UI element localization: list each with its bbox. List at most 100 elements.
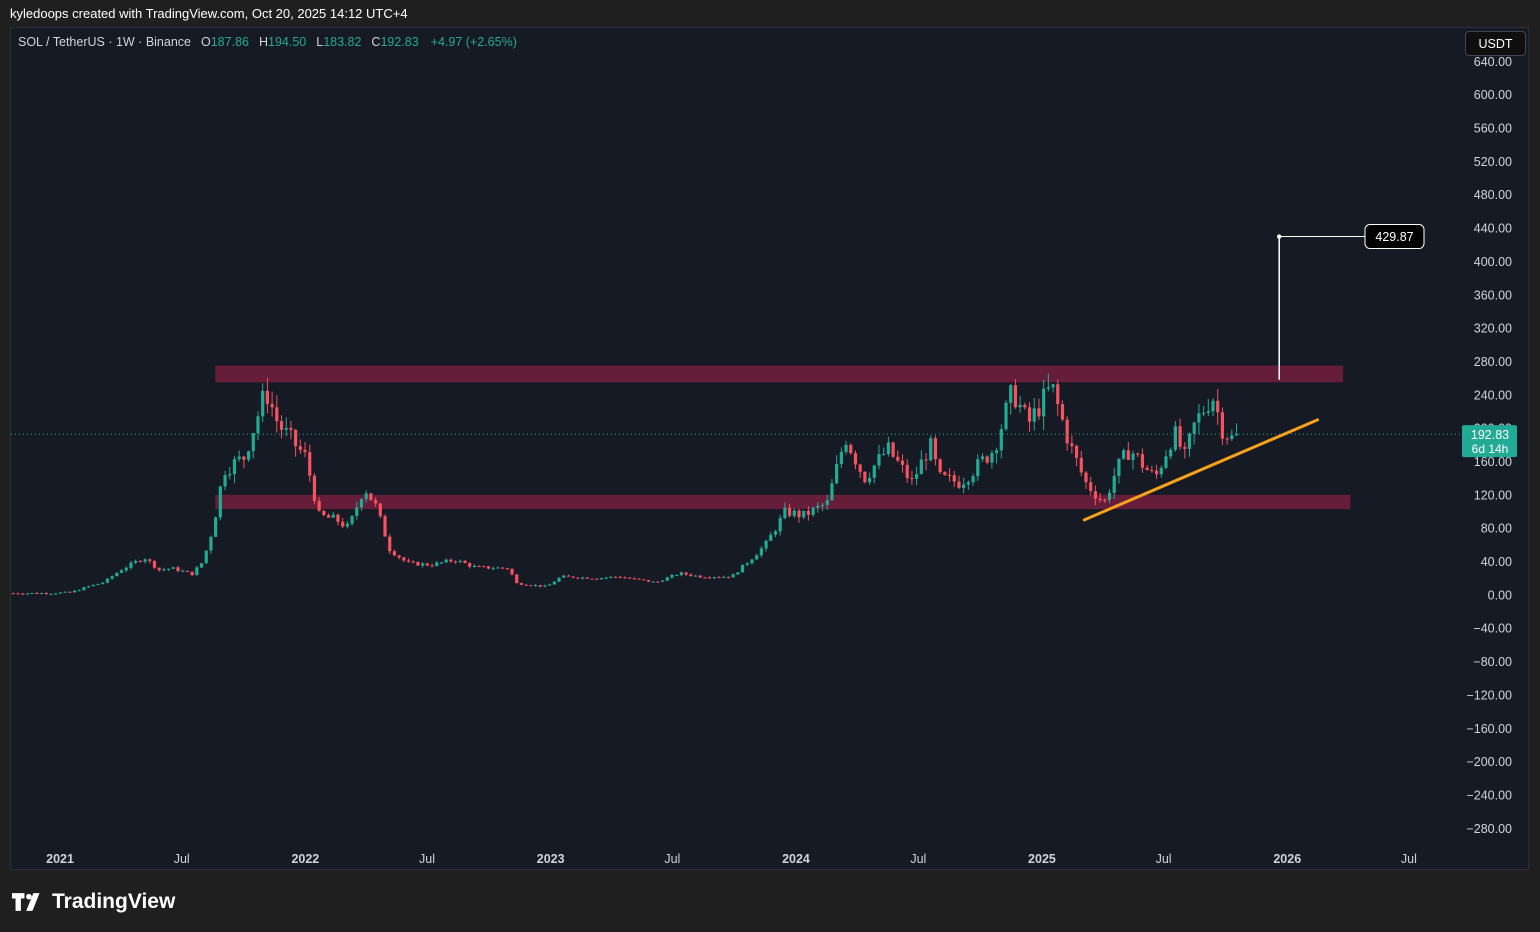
candle-body[interactable] xyxy=(745,563,749,565)
candle-body[interactable] xyxy=(388,536,392,552)
candle-body[interactable] xyxy=(237,456,241,460)
candle-body[interactable] xyxy=(613,576,618,578)
candle-body[interactable] xyxy=(1150,470,1154,472)
candle-body[interactable] xyxy=(228,474,232,476)
candle-body[interactable] xyxy=(651,581,655,583)
candle-body[interactable] xyxy=(1230,435,1234,440)
candle-body[interactable] xyxy=(1042,388,1046,417)
candle-body[interactable] xyxy=(858,464,862,472)
candle-body[interactable] xyxy=(750,559,754,564)
candle-body[interactable] xyxy=(693,575,698,577)
candle-body[interactable] xyxy=(1018,404,1022,408)
candle-body[interactable] xyxy=(571,576,575,578)
chart-pane[interactable] xyxy=(10,27,1529,870)
candle-body[interactable] xyxy=(308,452,312,476)
candle-body[interactable] xyxy=(1154,470,1159,475)
candle-body[interactable] xyxy=(689,574,693,576)
candle-body[interactable] xyxy=(675,574,679,576)
candle-body[interactable] xyxy=(665,577,669,581)
candle-body[interactable] xyxy=(825,500,829,505)
candle-body[interactable] xyxy=(1084,472,1088,483)
support-zone[interactable] xyxy=(215,494,1351,510)
candle-body[interactable] xyxy=(830,483,834,501)
candle-body[interactable] xyxy=(820,504,825,506)
candle-body[interactable] xyxy=(788,507,792,516)
candle-body[interactable] xyxy=(816,505,820,508)
candle-body[interactable] xyxy=(171,567,175,569)
candle-body[interactable] xyxy=(39,593,44,595)
candle-body[interactable] xyxy=(646,580,651,582)
candle-body[interactable] xyxy=(999,429,1003,451)
candle-body[interactable] xyxy=(1131,453,1135,460)
candle-body[interactable] xyxy=(1074,445,1079,458)
candle-body[interactable] xyxy=(162,569,166,571)
candle-body[interactable] xyxy=(811,507,815,515)
candle-body[interactable] xyxy=(1089,482,1093,492)
candle-body[interactable] xyxy=(218,486,222,518)
candle-body[interactable] xyxy=(364,493,368,500)
candle-body[interactable] xyxy=(891,442,895,457)
resistance-zone[interactable] xyxy=(215,365,1344,383)
candle-body[interactable] xyxy=(256,416,260,434)
candle-body[interactable] xyxy=(167,568,171,570)
candle-body[interactable] xyxy=(1202,412,1206,414)
candle-body[interactable] xyxy=(599,578,604,580)
candle-body[interactable] xyxy=(279,421,284,430)
candle-body[interactable] xyxy=(618,576,622,578)
candle-body[interactable] xyxy=(265,390,269,404)
candle-body[interactable] xyxy=(529,585,533,587)
candle-body[interactable] xyxy=(632,578,636,580)
candle-body[interactable] xyxy=(1211,400,1215,412)
candle-body[interactable] xyxy=(915,474,919,479)
candle-body[interactable] xyxy=(985,456,989,463)
candle-body[interactable] xyxy=(806,510,811,515)
candle-body[interactable] xyxy=(63,591,67,593)
candle-body[interactable] xyxy=(759,548,763,556)
candle-body[interactable] xyxy=(58,592,62,594)
candle-body[interactable] xyxy=(96,583,100,585)
candle-body[interactable] xyxy=(505,568,509,570)
candle-body[interactable] xyxy=(1056,384,1060,405)
candle-body[interactable] xyxy=(1079,457,1083,473)
candle-body[interactable] xyxy=(246,451,251,460)
candle-body[interactable] xyxy=(496,567,500,569)
candle-body[interactable] xyxy=(533,585,538,587)
candle-body[interactable] xyxy=(1159,467,1163,475)
candle-body[interactable] xyxy=(1126,450,1130,460)
candle-body[interactable] xyxy=(604,577,608,579)
candle-body[interactable] xyxy=(882,453,886,455)
candle-body[interactable] xyxy=(129,562,133,568)
candle-body[interactable] xyxy=(214,517,218,537)
candle-body[interactable] xyxy=(595,578,599,580)
candle-body[interactable] xyxy=(312,475,317,501)
candle-body[interactable] xyxy=(190,571,194,576)
candle-body[interactable] xyxy=(1122,450,1126,459)
candle-body[interactable] xyxy=(1187,433,1192,449)
candle-body[interactable] xyxy=(152,560,157,568)
candle-body[interactable] xyxy=(453,561,458,563)
candle-body[interactable] xyxy=(976,459,980,477)
candle-body[interactable] xyxy=(1112,475,1116,493)
candle-body[interactable] xyxy=(176,567,180,572)
candle-body[interactable] xyxy=(449,559,453,562)
candle-body[interactable] xyxy=(538,585,542,587)
candle-body[interactable] xyxy=(867,477,872,483)
candle-body[interactable] xyxy=(289,427,293,430)
candle-body[interactable] xyxy=(1060,404,1065,420)
candle-body[interactable] xyxy=(835,464,839,484)
candle-body[interactable] xyxy=(134,561,138,563)
candle-body[interactable] xyxy=(49,593,53,595)
candle-body[interactable] xyxy=(548,584,552,586)
candle-body[interactable] xyxy=(1216,400,1220,413)
candle-body[interactable] xyxy=(77,590,81,592)
candle-body[interactable] xyxy=(359,499,364,508)
candle-body[interactable] xyxy=(336,514,340,522)
candle-body[interactable] xyxy=(566,575,571,577)
candle-body[interactable] xyxy=(557,577,561,582)
candle-body[interactable] xyxy=(1234,434,1239,436)
candle-body[interactable] xyxy=(609,576,613,578)
candle-body[interactable] xyxy=(623,577,627,579)
candle-body[interactable] xyxy=(468,563,472,567)
candle-body[interactable] xyxy=(515,574,519,584)
candle-body[interactable] xyxy=(369,493,373,501)
